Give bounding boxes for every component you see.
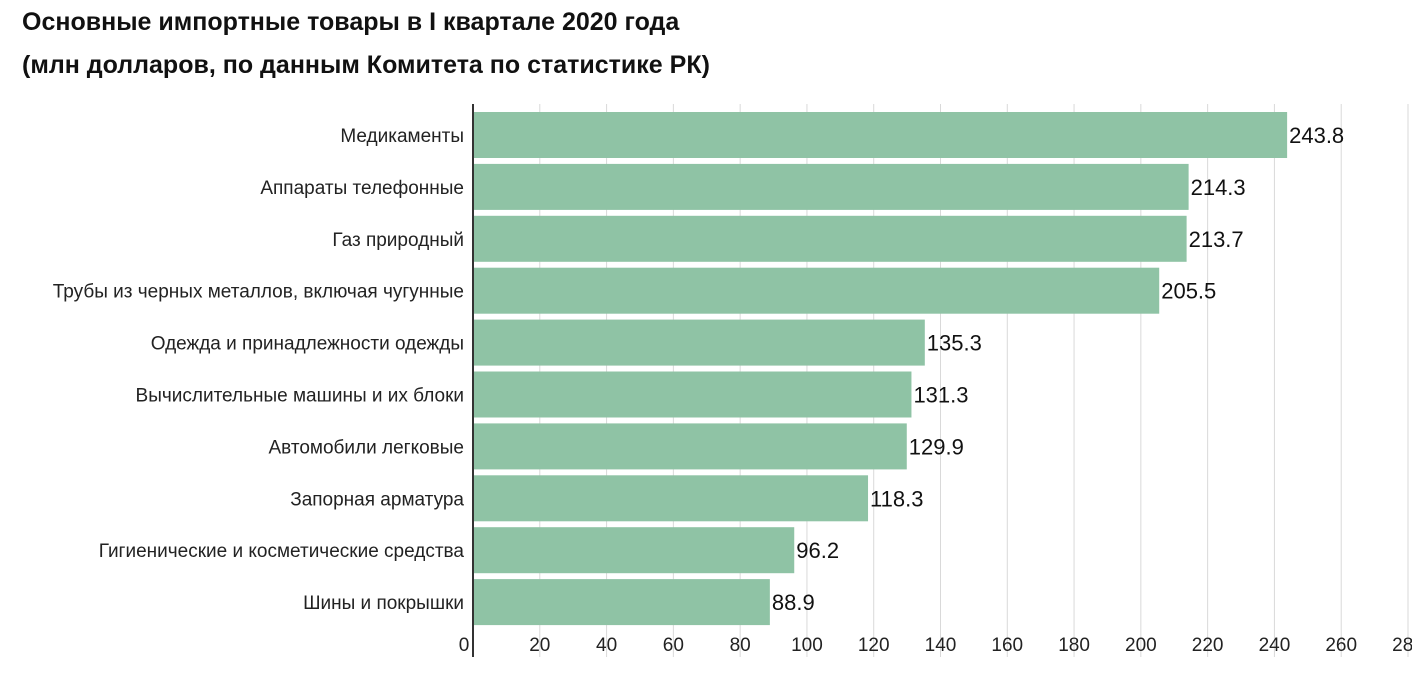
value-label: 88.9 xyxy=(772,590,815,615)
bar xyxy=(474,527,795,574)
value-label: 135.3 xyxy=(927,331,982,356)
value-label: 131.3 xyxy=(913,383,968,408)
category-label: Запорная арматура xyxy=(290,489,464,510)
bar xyxy=(474,267,1160,314)
bar xyxy=(474,423,907,470)
value-label: 96.2 xyxy=(796,538,839,563)
value-label: 205.5 xyxy=(1161,279,1216,304)
x-tick-label: 100 xyxy=(791,635,823,656)
value-label: 243.8 xyxy=(1289,123,1344,148)
x-tick-label: 220 xyxy=(1192,635,1224,656)
bars xyxy=(474,112,1288,626)
value-label: 118.3 xyxy=(870,486,923,511)
bar xyxy=(474,371,912,418)
category-label: Автомобили легковые xyxy=(268,437,464,458)
category-label: Одежда и принадлежности одежды xyxy=(151,334,464,355)
value-label: 129.9 xyxy=(909,434,964,459)
category-label: Вычислительные машины и их блоки xyxy=(136,386,464,407)
category-label: Медикаменты xyxy=(340,126,464,147)
x-tick-label: 140 xyxy=(925,635,957,656)
x-tick-label: 240 xyxy=(1259,635,1291,656)
x-tick-label: 20 xyxy=(529,635,550,656)
bar xyxy=(474,579,770,626)
x-tick-label: 160 xyxy=(991,635,1023,656)
x-tick-label: 180 xyxy=(1058,635,1090,656)
x-tick-labels: 0 20 40 60 80 100 120 140 160 180 200 220 240 260 280 xyxy=(459,635,1412,656)
x-tick-label: 260 xyxy=(1325,635,1357,656)
category-label: Трубы из черных металлов, включая чугунн… xyxy=(53,282,464,303)
chart-title-line1: Основные импортные товары в I квартале 2… xyxy=(22,8,680,36)
bar xyxy=(474,215,1187,262)
bar xyxy=(474,112,1288,158)
bar xyxy=(474,163,1189,210)
chart-title-line2: (млн долларов, по данным Комитета по ста… xyxy=(22,51,710,79)
bar xyxy=(474,475,869,522)
x-tick-label: 200 xyxy=(1125,635,1157,656)
value-labels: 243.8 214.3 213.7 205.5 135.3 131.3 129.9 118.3… xyxy=(772,123,1344,615)
x-tick-label: 120 xyxy=(858,635,890,656)
x-tick-label: 40 xyxy=(596,635,617,656)
value-label: 214.3 xyxy=(1191,175,1246,200)
bar xyxy=(474,319,925,366)
category-label: Аппараты телефонные xyxy=(260,178,464,199)
x-tick-label: 60 xyxy=(663,635,684,656)
category-labels: Медикаменты Аппараты телефонные Газ природ… xyxy=(53,126,465,614)
category-label: Гигиенические и косметические средства xyxy=(99,541,465,562)
category-label: Шины и покрышки xyxy=(303,593,464,614)
category-label: Газ природный xyxy=(332,230,464,251)
x-tick-label: 80 xyxy=(730,635,751,656)
x-tick-label: 0 xyxy=(459,635,470,656)
value-label: 213.7 xyxy=(1189,227,1244,252)
x-tick-label: 280 xyxy=(1392,635,1412,656)
